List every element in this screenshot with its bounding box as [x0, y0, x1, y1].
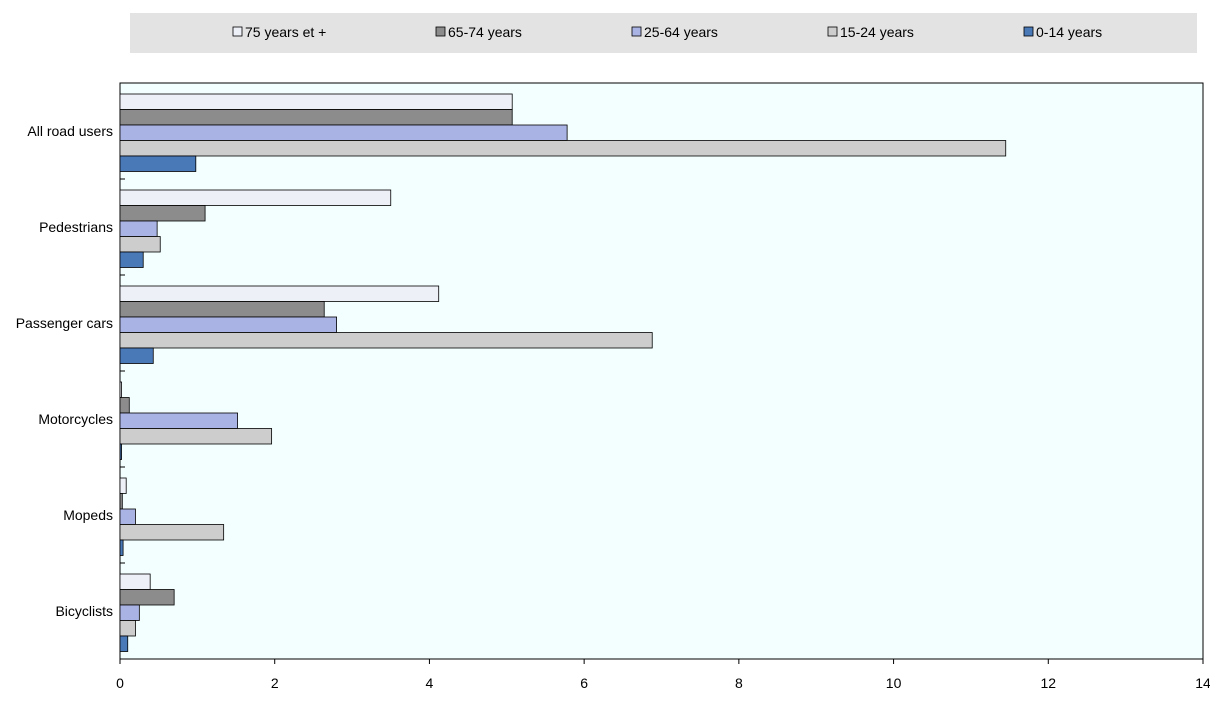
legend-swatch: [1023, 26, 1034, 37]
x-axis: 0 2 4 6 8 10 12 14: [116, 659, 1210, 691]
bar: [119, 381, 122, 398]
legend-label: 65-74 years: [448, 24, 522, 40]
legend-swatch: [631, 26, 642, 37]
y-tick-label: Motorcycles: [38, 411, 113, 427]
bar: [119, 412, 238, 429]
bar: [119, 635, 129, 652]
legend-label: 15-24 years: [840, 24, 914, 40]
bar: [119, 140, 1007, 157]
x-tick-label: 10: [886, 675, 902, 691]
legend-label: 25-64 years: [644, 24, 718, 40]
y-tick-label: All road users: [27, 123, 113, 139]
bar: [119, 428, 273, 445]
bar: [119, 332, 653, 349]
bar: [119, 220, 158, 237]
bar: [119, 155, 197, 172]
bar: [119, 189, 392, 206]
x-tick-label: 4: [426, 675, 434, 691]
bars-group: [119, 93, 1007, 652]
bar: [119, 124, 568, 141]
bar: [119, 93, 513, 110]
plot-area: [119, 82, 1204, 660]
legend-label: 0-14 years: [1036, 24, 1102, 40]
legend: 75 years et + 65-74 years 25-64 years 15-24…: [232, 24, 1102, 40]
bar: [119, 524, 225, 541]
bar: [119, 508, 136, 525]
bar: [119, 251, 144, 268]
x-tick-label: 2: [271, 675, 279, 691]
bar: [119, 205, 206, 222]
bar: [119, 316, 338, 333]
bar: [119, 539, 124, 556]
bar: [119, 397, 130, 414]
bar: [119, 301, 325, 318]
bar: [119, 236, 161, 253]
x-tick-label: 0: [116, 675, 124, 691]
bar: [119, 620, 136, 637]
bar: [119, 589, 175, 606]
x-tick-label: 6: [580, 675, 588, 691]
bar: [119, 493, 123, 510]
x-tick-label: 14: [1195, 675, 1210, 691]
y-tick-label: Mopeds: [63, 507, 113, 523]
bar: [119, 573, 151, 590]
bar: [119, 443, 122, 460]
bar: [119, 347, 154, 364]
y-axis: All road users Pedestrians Passenger cars M…: [16, 82, 125, 660]
x-tick-label: 12: [1040, 675, 1056, 691]
legend-swatch: [435, 26, 446, 37]
bar: [119, 604, 140, 621]
y-tick-label: Bicyclists: [55, 603, 113, 619]
bar: [119, 109, 513, 126]
bar: [119, 285, 440, 302]
x-tick-label: 8: [735, 675, 743, 691]
legend-swatch: [232, 26, 243, 37]
bar: [119, 477, 127, 494]
legend-label: 75 years et +: [245, 24, 326, 40]
legend-background: [130, 13, 1197, 53]
legend-swatch: [827, 26, 838, 37]
y-tick-label: Passenger cars: [16, 315, 113, 331]
y-tick-label: Pedestrians: [39, 219, 113, 235]
